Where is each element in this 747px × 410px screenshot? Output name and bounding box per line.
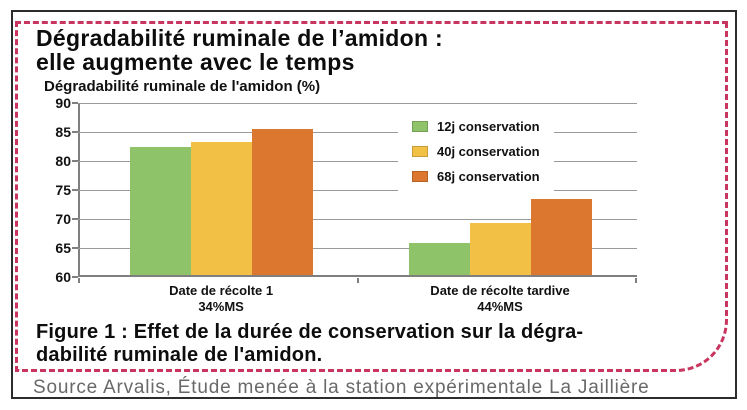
legend-label-1: 12j conservation [437, 119, 540, 134]
legend-item-1: 12j conservation [412, 119, 540, 134]
y-tick-label-65: 65 [55, 240, 71, 256]
category-name-1: Date de récolte 1 [169, 283, 274, 298]
plot-area: 60 65 70 75 80 85 90 Date de récolte 1 34%MS Date… [55, 95, 637, 314]
dashed-border [15, 21, 728, 372]
y-tick-mark-70 [72, 218, 78, 220]
gridline-85 [78, 132, 637, 133]
bar-40j-group1 [190, 142, 252, 275]
outer-frame [11, 10, 737, 399]
x-tick-mark-1 [356, 278, 359, 283]
y-tick-label-85: 85 [55, 124, 71, 140]
category-sublabel-2: 44%MS [477, 299, 523, 314]
figure-title: Dégradabilité ruminale de l’amidon : ell… [36, 26, 443, 74]
y-tick-label-60: 60 [55, 269, 71, 285]
y-tick-mark-85 [72, 131, 78, 133]
category-label-2: Date de récolte tardive 44%MS [430, 283, 569, 315]
y-tick-label-80: 80 [55, 153, 71, 169]
y-tick-mark-65 [72, 247, 78, 249]
figure-caption-line1: Figure 1 : Effet de la durée de conserva… [36, 321, 584, 343]
y-tick-label-90: 90 [55, 95, 71, 111]
bar-12j-group1 [129, 147, 191, 275]
source-line: Source Arvalis, Étude menée à la station… [33, 377, 650, 398]
legend-swatch-1 [412, 121, 428, 132]
category-sublabel-1: 34%MS [198, 299, 244, 314]
legend-swatch-3 [412, 171, 428, 182]
bar-12j-group2 [408, 242, 470, 275]
legend-label-2: 40j conservation [437, 144, 540, 159]
gridline-65 [78, 248, 637, 249]
y-tick-label-75: 75 [55, 182, 71, 198]
bar-68j-group1 [251, 128, 313, 275]
y-tick-mark-80 [72, 160, 78, 162]
bar-40j-group2 [469, 223, 531, 275]
gridline-75 [78, 190, 637, 191]
gridline-70 [78, 219, 637, 220]
gridline-80 [78, 161, 637, 162]
legend-swatch-2 [412, 146, 428, 157]
legend-label-3: 68j conservation [437, 169, 540, 184]
legend-item-2: 40j conservation [412, 144, 540, 159]
category-name-2: Date de récolte tardive [430, 283, 570, 298]
x-tick-mark-2 [635, 278, 637, 283]
y-tick-label-70: 70 [55, 211, 71, 227]
bar-68j-group2 [530, 199, 592, 275]
y-tick-mark-75 [72, 189, 78, 191]
legend: 12j conservation 40j conservation 68j cons… [398, 110, 554, 199]
legend-item-3: 68j conservation [412, 169, 540, 184]
y-tick-mark-60 [72, 276, 78, 278]
y-tick-mark-90 [72, 102, 78, 104]
figure-title-line2: elle augmente avec le temps [36, 49, 355, 75]
x-tick-mark-0 [78, 278, 80, 283]
gridline-90 [78, 103, 637, 104]
figure-caption-line2: dabilité ruminale de l'amidon. [36, 344, 323, 366]
category-label-1: Date de récolte 1 34%MS [169, 283, 273, 315]
y-axis-title: Dégradabilité ruminale de l'amidon (%) [44, 78, 321, 95]
figure-caption: Figure 1 : Effet de la durée de conserva… [36, 321, 583, 367]
figure-title-line1: Dégradabilité ruminale de l’amidon : [36, 25, 443, 51]
